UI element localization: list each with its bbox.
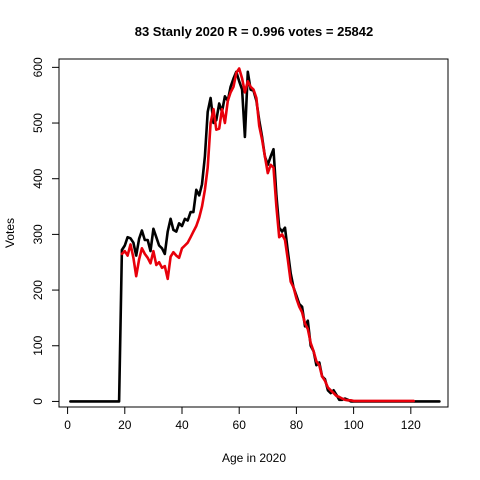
- y-tick-label: 300: [31, 224, 45, 244]
- x-axis-label: Age in 2020: [222, 451, 286, 465]
- x-tick-label: 120: [401, 418, 421, 432]
- x-axis: 0 20 40 60 80 100 120: [64, 406, 421, 432]
- x-tick-label: 0: [64, 418, 71, 432]
- x-tick-label: 100: [344, 418, 364, 432]
- series-layer: [69, 67, 441, 403]
- plot-frame: [58, 58, 449, 408]
- y-axis-label: Votes: [3, 218, 17, 248]
- x-tick-label: 80: [290, 418, 304, 432]
- series-line-1: [69, 70, 441, 403]
- x-tick-label: 40: [175, 418, 189, 432]
- y-tick-label: 200: [31, 280, 45, 300]
- y-tick-label: 100: [31, 335, 45, 355]
- y-axis: 0 100 200 300 400 500 600: [31, 57, 60, 405]
- series-line-2: [120, 67, 416, 403]
- y-tick-label: 0: [31, 398, 45, 405]
- x-tick-label: 60: [233, 418, 247, 432]
- y-tick-label: 600: [31, 57, 45, 77]
- y-tick-label: 500: [31, 113, 45, 133]
- x-tick-label: 20: [118, 418, 132, 432]
- chart-title: 83 Stanly 2020 R = 0.996 votes = 25842: [135, 24, 374, 39]
- y-tick-label: 400: [31, 168, 45, 188]
